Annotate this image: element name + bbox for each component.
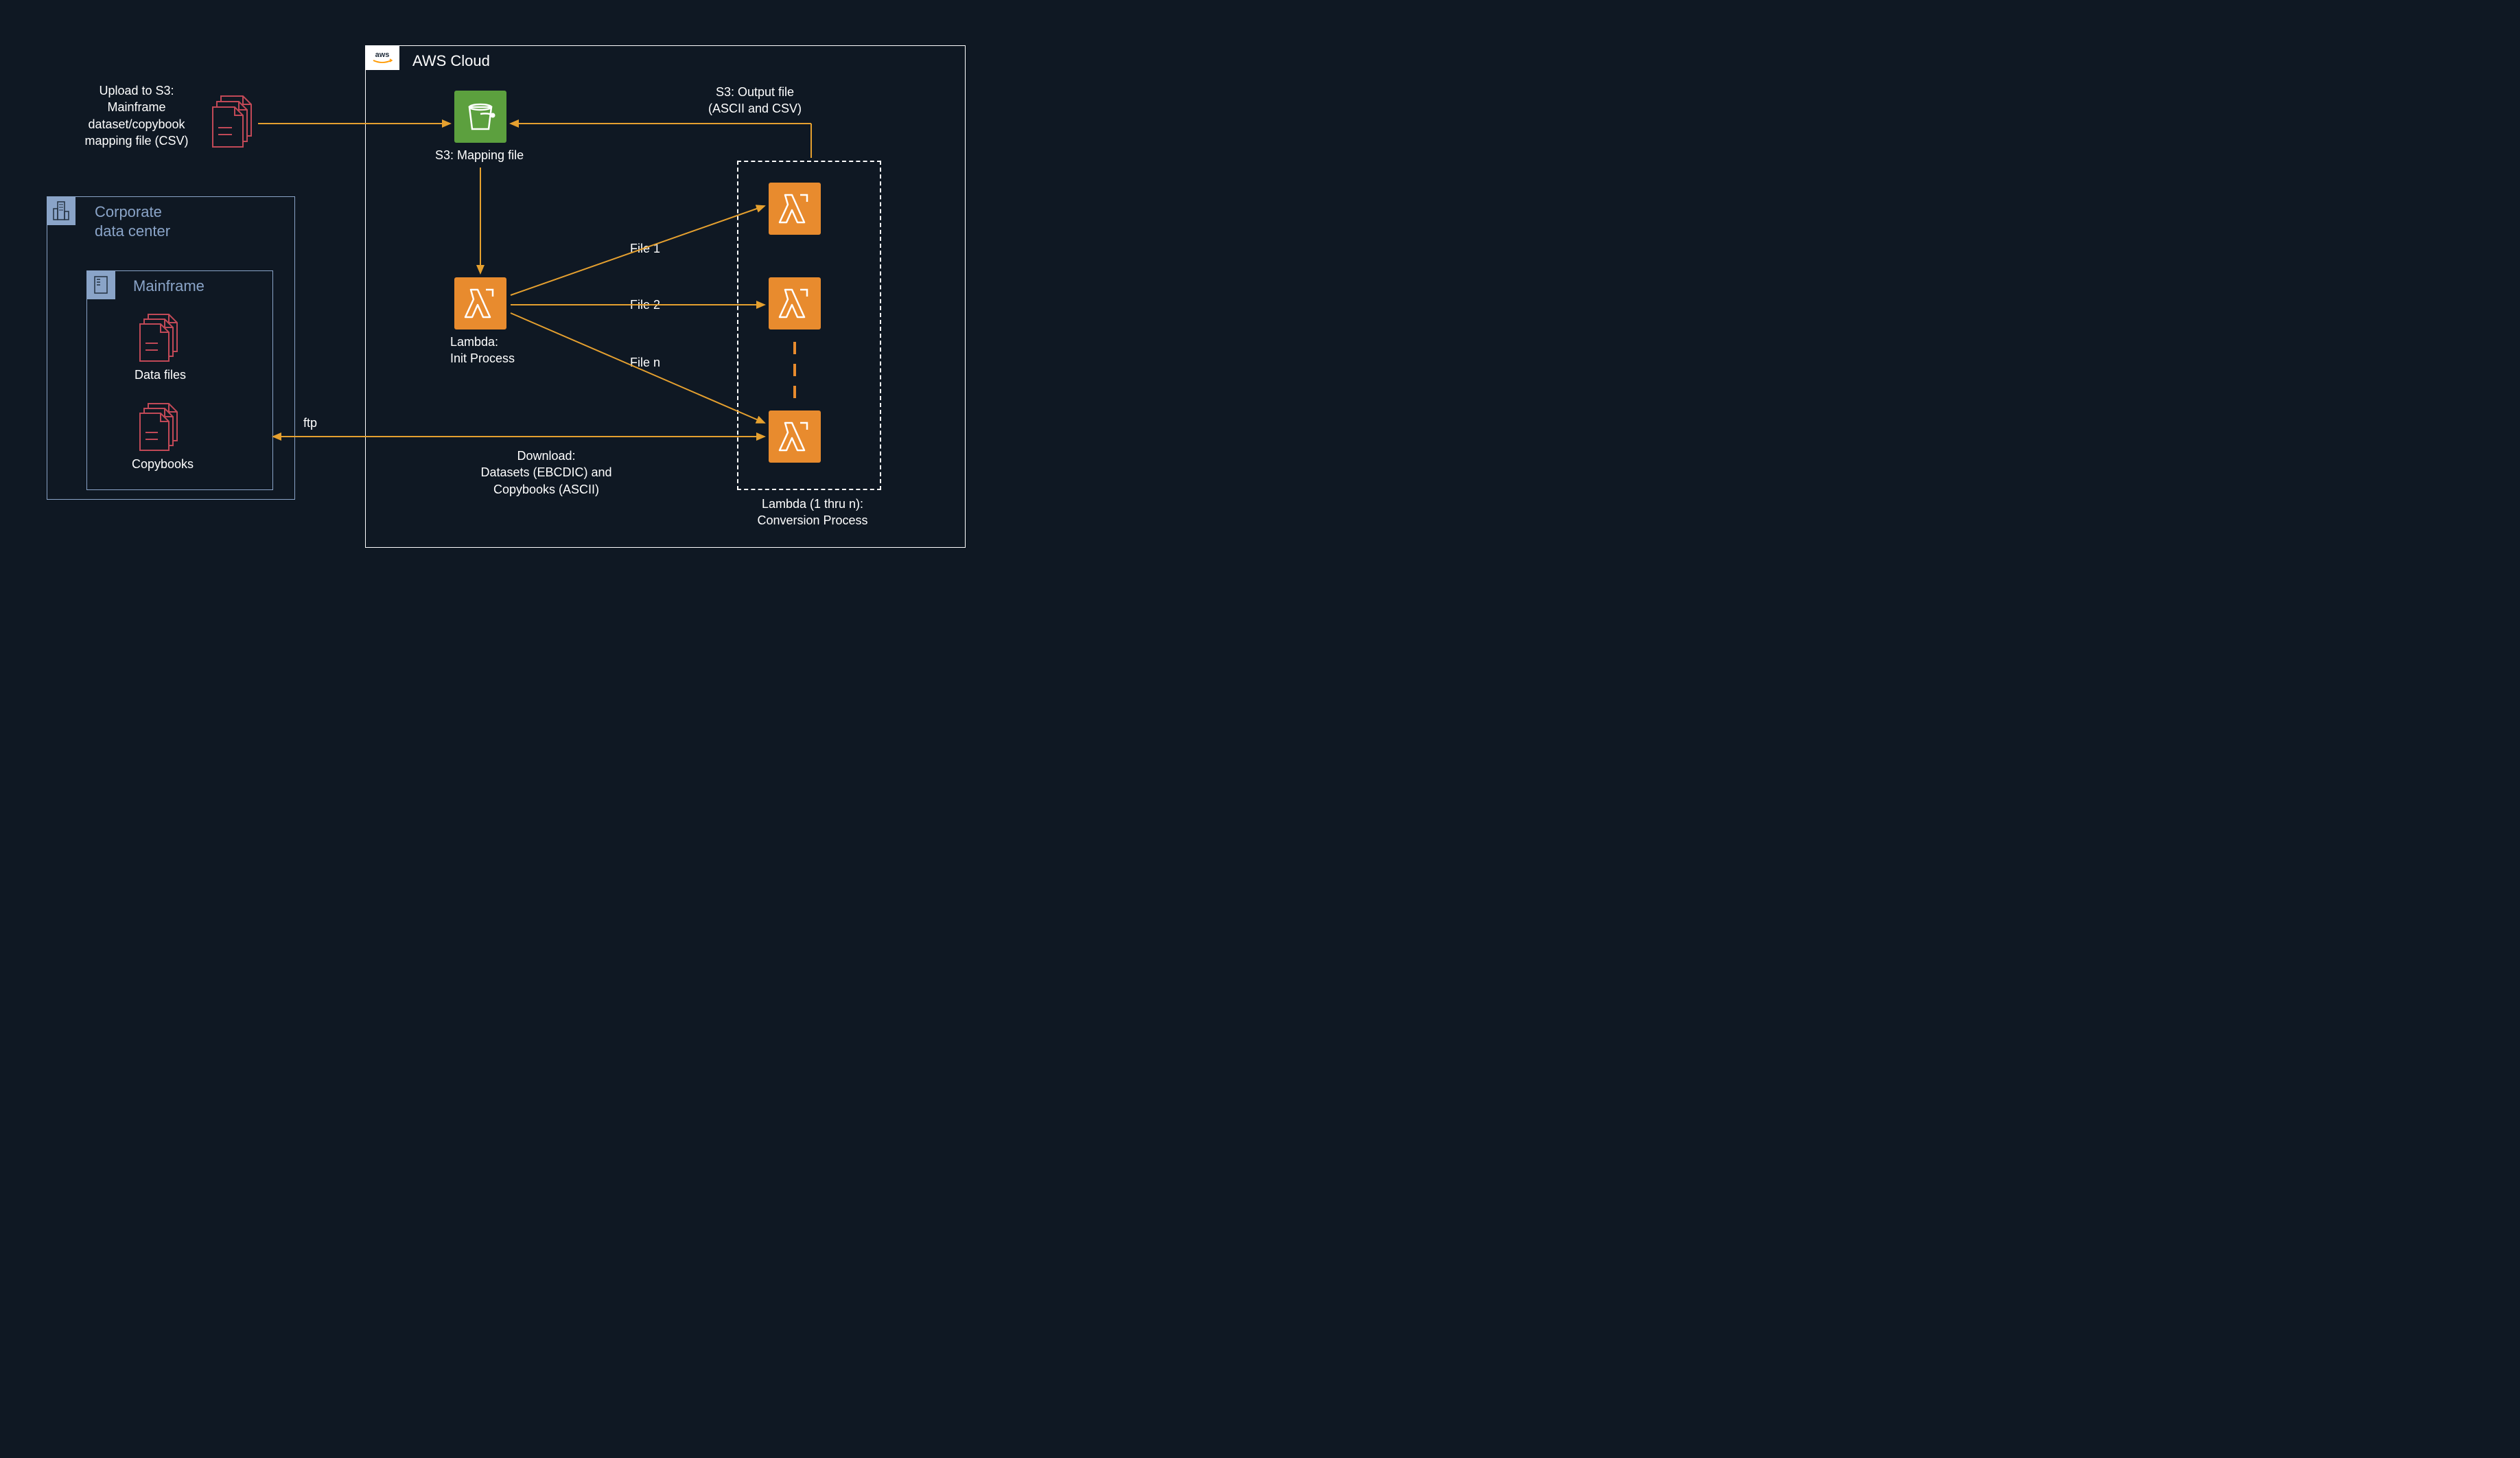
aws-logo-box: aws [365, 45, 399, 70]
svg-text:aws: aws [375, 51, 390, 59]
copybooks-label: Copybooks [132, 456, 194, 472]
aws-logo-icon: aws [369, 49, 395, 66]
edge-ftp-label: ftp [303, 415, 317, 431]
building-icon [52, 200, 70, 221]
lambda-n-icon [769, 410, 821, 463]
edge-file2-label: File 2 [630, 297, 660, 313]
corp-title-1: Corporate [95, 202, 162, 222]
edge-download-1: Download: [464, 448, 629, 464]
edge-output-2: (ASCII and CSV) [693, 100, 817, 117]
upload-text-4: mapping file (CSV) [71, 132, 202, 149]
lambda-init-label-2: Init Process [450, 350, 515, 367]
upload-docs-icon [213, 96, 251, 147]
edge-download-3: Copybooks (ASCII) [464, 481, 629, 498]
edge-filen-label: File n [630, 354, 660, 371]
lambda-2-icon [769, 277, 821, 329]
lambda-1-icon [769, 183, 821, 235]
s3-bucket-icon [454, 91, 506, 143]
upload-text-2: Mainframe [71, 99, 202, 115]
lambda-ellipsis-icon [791, 339, 799, 401]
mainframe-icon-box [86, 270, 115, 299]
s3-label: S3: Mapping file [435, 147, 524, 163]
mainframe-title: Mainframe [133, 276, 205, 297]
lambda-group-label-1: Lambda (1 thru n): [744, 496, 881, 512]
lambda-group-label-2: Conversion Process [744, 512, 881, 529]
edge-file1-label: File 1 [630, 240, 660, 257]
upload-text-1: Upload to S3: [71, 82, 202, 99]
edge-output-1: S3: Output file [693, 84, 817, 100]
corporate-icon-box [47, 196, 75, 225]
upload-text-3: dataset/copybook [71, 116, 202, 132]
lambda-init-icon [454, 277, 506, 329]
data-files-label: Data files [135, 367, 186, 383]
aws-cloud-title: AWS Cloud [412, 51, 490, 71]
edge-download-2: Datasets (EBCDIC) and [464, 464, 629, 481]
server-icon [93, 275, 108, 294]
corp-title-2: data center [95, 221, 170, 242]
lambda-init-label-1: Lambda: [450, 334, 515, 350]
